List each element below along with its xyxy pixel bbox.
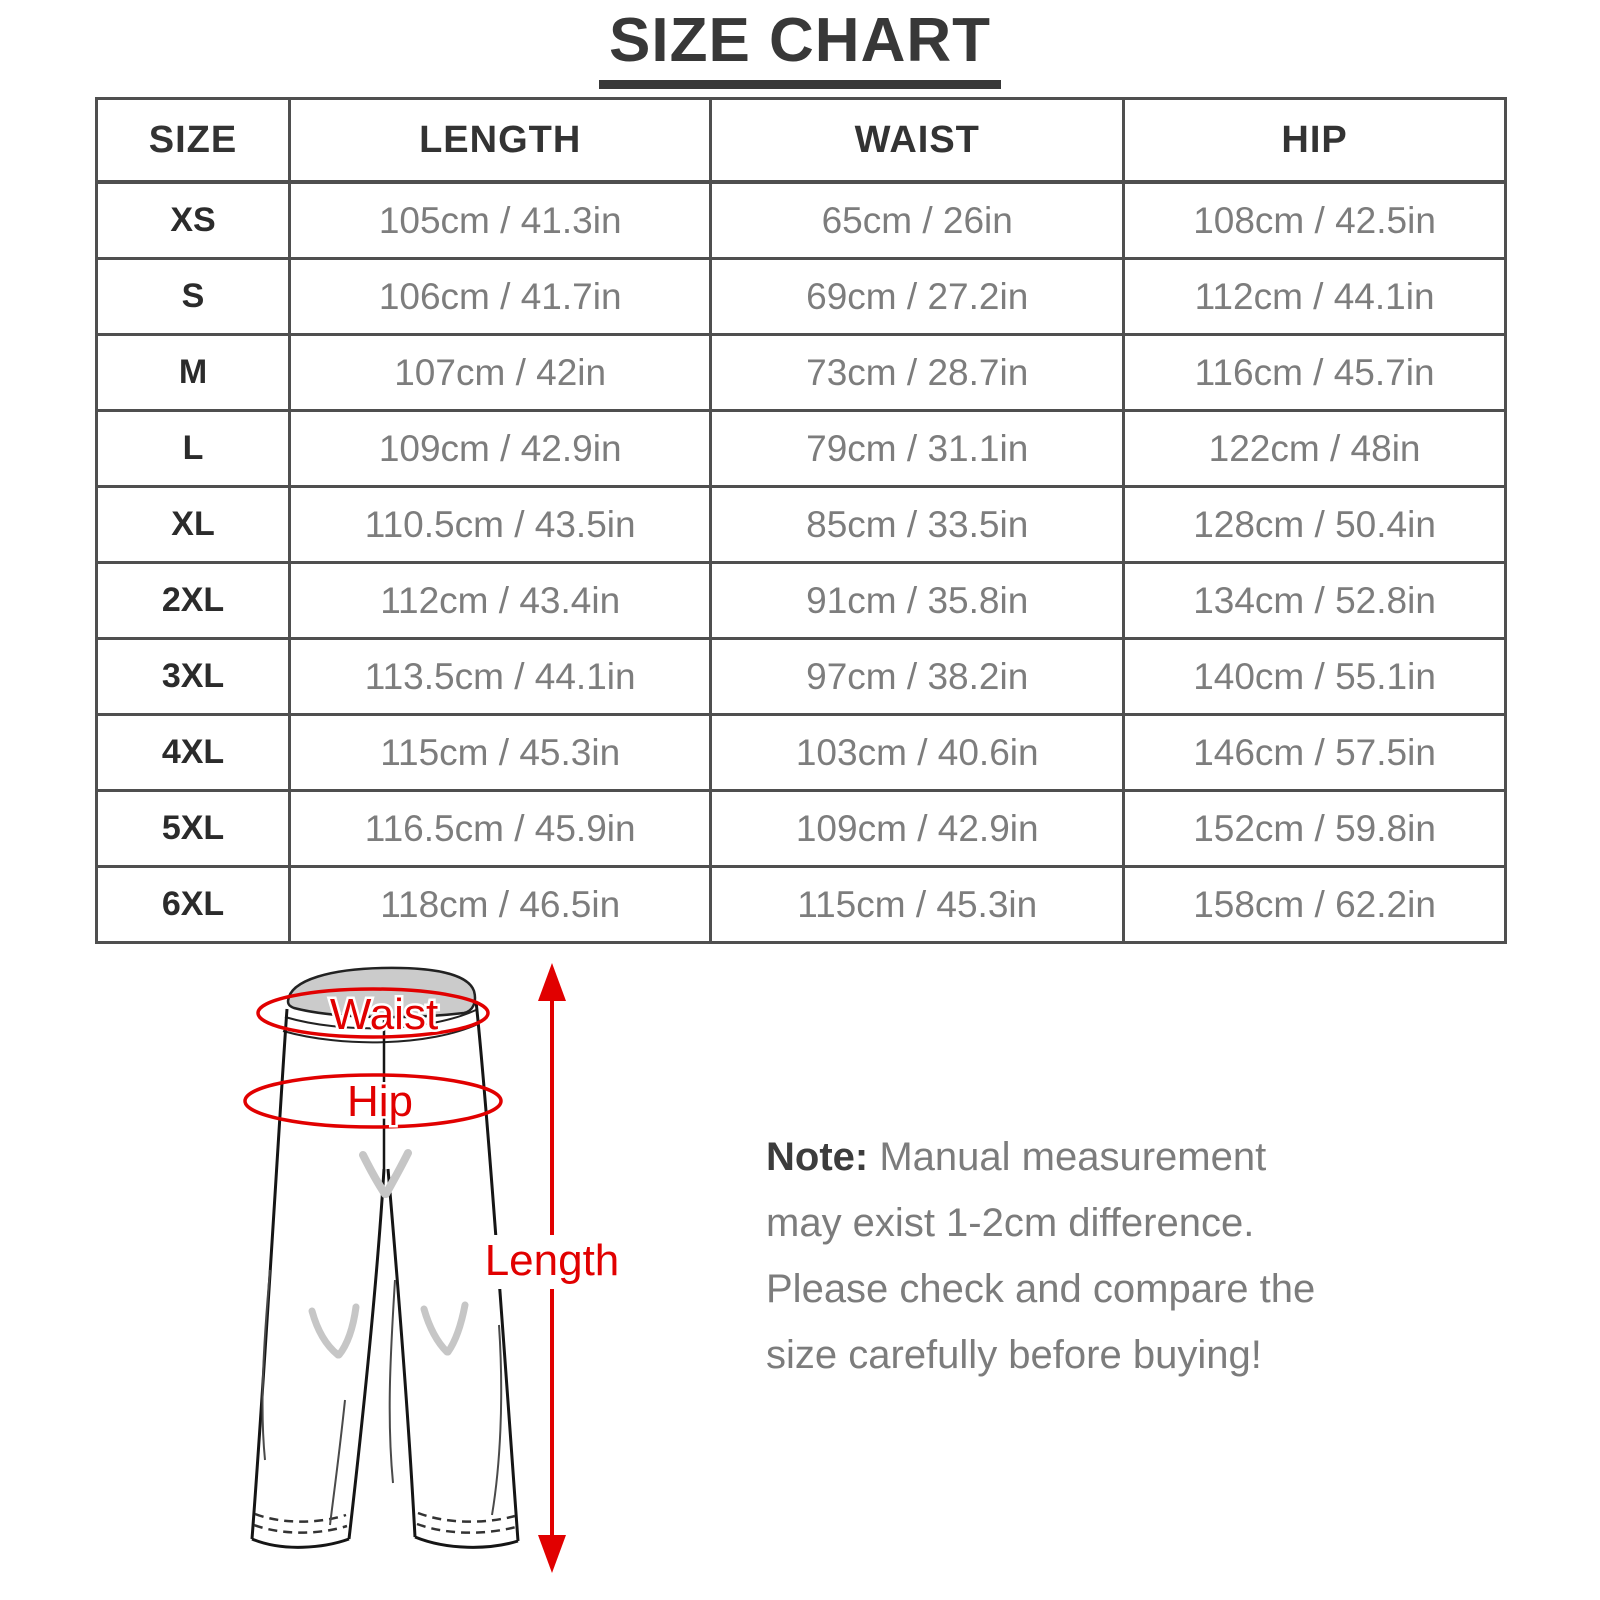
- hem-right: [414, 1535, 519, 1549]
- hip-cell: 108cm / 42.5in: [1122, 180, 1507, 260]
- title-area: SIZE CHART: [0, 7, 1600, 89]
- hem-stitching: [253, 1523, 348, 1534]
- pants-waistband: [286, 966, 477, 1019]
- table-row: 2XL 112cm / 43.4in 91cm / 35.8in 134cm /…: [94, 561, 1507, 640]
- length-label-backing: [482, 1235, 624, 1289]
- table-header-row: SIZE LENGTH WAIST HIP: [94, 97, 1507, 184]
- note-body: Manual measurement may exist 1-2cm diffe…: [766, 1135, 1316, 1377]
- hip-cell: 112cm / 44.1in: [1122, 257, 1507, 336]
- knee-shading: [308, 1307, 342, 1359]
- size-cell: 2XL: [94, 561, 292, 640]
- table-row: M 107cm / 42in 73cm / 28.7in 116cm / 45.…: [94, 333, 1507, 412]
- waist-label: Waist: [330, 990, 438, 1039]
- size-cell: 6XL: [94, 865, 292, 944]
- hem-stitching: [254, 1512, 347, 1523]
- size-cell: M: [94, 333, 292, 412]
- length-cell: 106cm / 41.7in: [288, 257, 713, 336]
- size-table: SIZE LENGTH WAIST HIP XS 105cm / 41.3in …: [94, 97, 1507, 944]
- size-cell: S: [94, 257, 292, 336]
- waist-cell: 79cm / 31.1in: [709, 409, 1126, 488]
- waist-cell: 65cm / 26in: [709, 180, 1126, 260]
- page-title: SIZE CHART: [599, 7, 1001, 89]
- length-cell: 113.5cm / 44.1in: [288, 637, 713, 716]
- inner-leg-left: [347, 1168, 386, 1540]
- wrinkle-line: [491, 1324, 503, 1516]
- table-row: L 109cm / 42.9in 79cm / 31.1in 122cm / 4…: [94, 409, 1507, 488]
- waist-cell: 97cm / 38.2in: [709, 637, 1126, 716]
- length-label: Length: [485, 1236, 620, 1285]
- length-cell: 110.5cm / 43.5in: [288, 485, 713, 564]
- waist-cell: 69cm / 27.2in: [709, 257, 1126, 336]
- hip-cell: 122cm / 48in: [1122, 409, 1507, 488]
- length-cell: 109cm / 42.9in: [288, 409, 713, 488]
- knee-shading: [335, 1303, 360, 1359]
- column-header-waist: WAIST: [709, 97, 1126, 184]
- hip-measure-ellipse: [243, 1073, 503, 1129]
- waist-cell: 115cm / 45.3in: [709, 865, 1126, 944]
- hem-stitching: [416, 1522, 517, 1534]
- table-row: 6XL 118cm / 46.5in 115cm / 45.3in 158cm …: [94, 865, 1507, 944]
- wrinkle-line: [388, 1279, 396, 1484]
- table-row: XL 110.5cm / 43.5in 85cm / 33.5in 128cm …: [94, 485, 1507, 564]
- column-header-hip: HIP: [1122, 97, 1507, 184]
- hip-cell: 134cm / 52.8in: [1122, 561, 1507, 640]
- wrinkle-line: [329, 1399, 346, 1526]
- knee-shading: [444, 1301, 469, 1356]
- length-cell: 115cm / 45.3in: [288, 713, 713, 792]
- size-cell: 3XL: [94, 637, 292, 716]
- hem-stitching: [417, 1511, 516, 1523]
- length-arrowhead-down: [538, 1535, 566, 1573]
- length-cell: 112cm / 43.4in: [288, 561, 713, 640]
- pants-outline-left: [250, 1008, 289, 1540]
- crotch-shading: [382, 1149, 412, 1198]
- hip-cell: 140cm / 55.1in: [1122, 637, 1507, 716]
- size-cell: 5XL: [94, 789, 292, 868]
- size-cell: 4XL: [94, 713, 292, 792]
- column-header-size: SIZE: [94, 97, 292, 184]
- hip-cell: 146cm / 57.5in: [1122, 713, 1507, 792]
- length-cell: 116.5cm / 45.9in: [288, 789, 713, 868]
- hip-cell: 116cm / 45.7in: [1122, 333, 1507, 412]
- waist-measure-ellipse: [256, 987, 490, 1039]
- crotch-shading: [359, 1151, 389, 1198]
- wrinkle-line: [261, 1269, 271, 1461]
- waist-cell: 91cm / 35.8in: [709, 561, 1126, 640]
- table-row: S 106cm / 41.7in 69cm / 27.2in 112cm / 4…: [94, 257, 1507, 336]
- table-row: 5XL 116.5cm / 45.9in 109cm / 42.9in 152c…: [94, 789, 1507, 868]
- hem-left: [251, 1537, 350, 1549]
- waist-cell: 73cm / 28.7in: [709, 333, 1126, 412]
- size-cell: XL: [94, 485, 292, 564]
- table-row: XS 105cm / 41.3in 65cm / 26in 108cm / 42…: [94, 180, 1507, 260]
- hip-cell: 152cm / 59.8in: [1122, 789, 1507, 868]
- length-cell: 105cm / 41.3in: [288, 180, 713, 260]
- length-cell: 118cm / 46.5in: [288, 865, 713, 944]
- waist-cell: 85cm / 33.5in: [709, 485, 1126, 564]
- length-cell: 107cm / 42in: [288, 333, 713, 412]
- size-cell: L: [94, 409, 292, 488]
- table-row: 3XL 113.5cm / 44.1in 97cm / 38.2in 140cm…: [94, 637, 1507, 716]
- waist-cell: 109cm / 42.9in: [709, 789, 1126, 868]
- table-row: 4XL 115cm / 45.3in 103cm / 40.6in 146cm …: [94, 713, 1507, 792]
- waist-cell: 103cm / 40.6in: [709, 713, 1126, 792]
- length-arrowhead-up: [538, 963, 566, 1001]
- size-cell: XS: [94, 180, 292, 260]
- note-label: Note:: [766, 1135, 869, 1179]
- hip-cell: 158cm / 62.2in: [1122, 865, 1507, 944]
- hip-label: Hip: [347, 1077, 413, 1126]
- inner-leg-right: [386, 1168, 417, 1538]
- pants-diagram: Waist Hip Length: [243, 963, 624, 1573]
- knee-shading: [420, 1305, 451, 1356]
- hip-cell: 128cm / 50.4in: [1122, 485, 1507, 564]
- column-header-length: LENGTH: [288, 97, 713, 184]
- note-text: Note: Manual measurement may exist 1-2cm…: [766, 1124, 1351, 1388]
